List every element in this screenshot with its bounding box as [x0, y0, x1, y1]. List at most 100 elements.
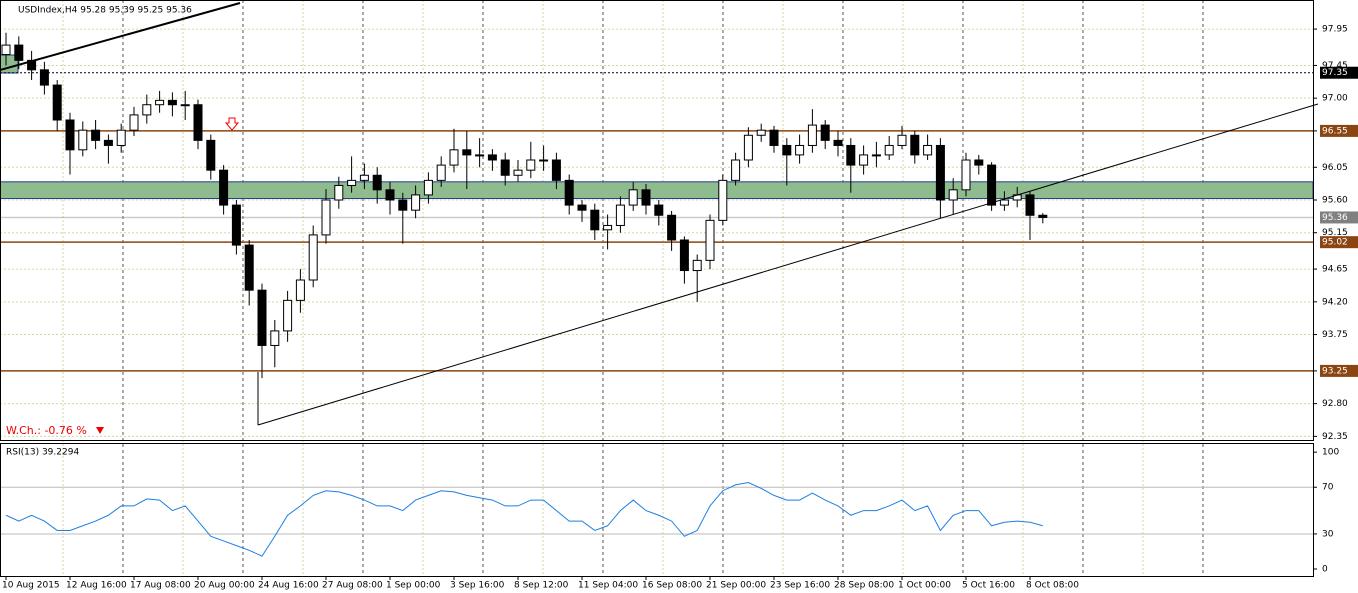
arrow-marker — [224, 117, 240, 131]
x-tick-label: 16 Sep 08:00 — [642, 581, 702, 591]
candle-body — [475, 154, 485, 157]
level-label-box — [1320, 66, 1358, 79]
candle-body — [283, 299, 293, 332]
x-tick-label: 5 Oct 16:00 — [962, 581, 1015, 591]
candle-body — [667, 214, 677, 241]
candle-body — [859, 154, 869, 166]
candle-body — [372, 174, 382, 191]
y-tick-label: 100 — [1322, 448, 1339, 458]
candle-body — [500, 159, 510, 176]
candle-body — [423, 179, 433, 196]
candle-body — [910, 134, 920, 156]
candle-body — [91, 129, 101, 141]
x-tick-label: 17 Aug 08:00 — [130, 581, 191, 591]
candle-body — [257, 289, 267, 346]
candle-body — [334, 184, 344, 201]
candle-body — [999, 199, 1009, 206]
y-tick-label: 30 — [1322, 529, 1334, 539]
x-tick-label: 1 Sep 00:00 — [386, 581, 441, 591]
y-tick-label: 95.15 — [1322, 228, 1348, 238]
y-tick-label: 95.60 — [1322, 196, 1348, 206]
candle-body — [193, 104, 203, 141]
candle-body — [142, 104, 152, 116]
candle-body — [833, 139, 843, 146]
candle-body — [308, 234, 318, 281]
candle-body — [526, 159, 536, 171]
x-tick-label: 24 Aug 16:00 — [258, 581, 319, 591]
candle-body — [641, 189, 651, 206]
y-tick-label: 96.05 — [1322, 163, 1348, 173]
candle-body — [449, 149, 459, 166]
x-tick-label: 12 Aug 16:00 — [66, 581, 127, 591]
x-tick-label: 8 Oct 08:00 — [1026, 581, 1079, 591]
candle-body — [884, 144, 894, 156]
y-tick-label: 97.00 — [1322, 94, 1348, 104]
candle-body — [167, 99, 177, 106]
candle-body — [359, 174, 369, 181]
level-label-box — [1320, 211, 1358, 224]
candle-body — [795, 144, 805, 156]
candle-body — [219, 169, 229, 206]
candle-body — [513, 169, 523, 176]
y-tick-label: 94.20 — [1322, 297, 1348, 307]
candle-body — [987, 164, 997, 206]
candle-body — [411, 194, 421, 211]
level-label-box — [1320, 364, 1358, 377]
candle-body — [743, 134, 753, 161]
candle-body — [436, 164, 446, 181]
down-arrow — [96, 427, 104, 434]
y-tick-label: 97.45 — [1322, 61, 1348, 71]
level-label: 93.25 — [1322, 366, 1348, 376]
candle-body — [347, 179, 357, 186]
trend-line — [0, 2, 241, 71]
level-label: 96.55 — [1322, 126, 1348, 136]
candle-body — [551, 159, 561, 181]
candle-body — [628, 189, 638, 206]
candle-body — [961, 159, 971, 191]
candle-body — [116, 129, 126, 146]
candle-body — [756, 129, 766, 136]
y-tick-label: 97.95 — [1322, 25, 1348, 35]
candle-body — [321, 199, 331, 236]
rsi-line — [5, 482, 1043, 557]
x-tick-label: 21 Sep 00:00 — [706, 581, 766, 591]
candle-body — [935, 144, 945, 201]
y-tick-label: 94.65 — [1322, 265, 1348, 275]
candle-body — [385, 189, 395, 201]
candle-body — [462, 149, 472, 156]
candle-body — [14, 44, 24, 61]
plot — [0, 32, 1314, 557]
candle-body — [692, 259, 702, 272]
candle-body — [129, 114, 139, 131]
candle-body — [52, 84, 62, 121]
level-label: 95.02 — [1322, 238, 1348, 248]
candle-body — [78, 129, 88, 151]
candle-body — [39, 69, 49, 86]
candle-body — [577, 204, 587, 211]
candle-body — [615, 204, 625, 226]
candle-body — [590, 209, 600, 231]
candle-body — [398, 199, 408, 211]
candle-body — [1025, 194, 1035, 216]
x-tick-label: 3 Sep 16:00 — [450, 581, 505, 591]
candle-body — [769, 129, 779, 146]
candle-body — [948, 189, 958, 201]
x-tick-label: 20 Aug 00:00 — [194, 581, 255, 591]
candle-body — [65, 119, 75, 151]
candle-body — [180, 104, 190, 107]
candle-body — [705, 219, 715, 261]
candle-body — [974, 159, 984, 166]
y-tick-label: 92.35 — [1322, 432, 1348, 442]
grid — [0, 0, 1313, 576]
candle-body — [846, 144, 856, 166]
candle-body — [155, 99, 165, 106]
x-tick-label: 10 Aug 2015 — [2, 581, 60, 591]
candle-body — [1, 44, 11, 56]
candle-body — [820, 124, 830, 141]
candle-body — [654, 204, 664, 216]
price-panel-frame — [0, 0, 1314, 441]
candle-body — [718, 179, 728, 221]
weekly-change: W.Ch.: -0.76 % — [6, 424, 87, 437]
x-tick-label: 1 Oct 00:00 — [898, 581, 951, 591]
